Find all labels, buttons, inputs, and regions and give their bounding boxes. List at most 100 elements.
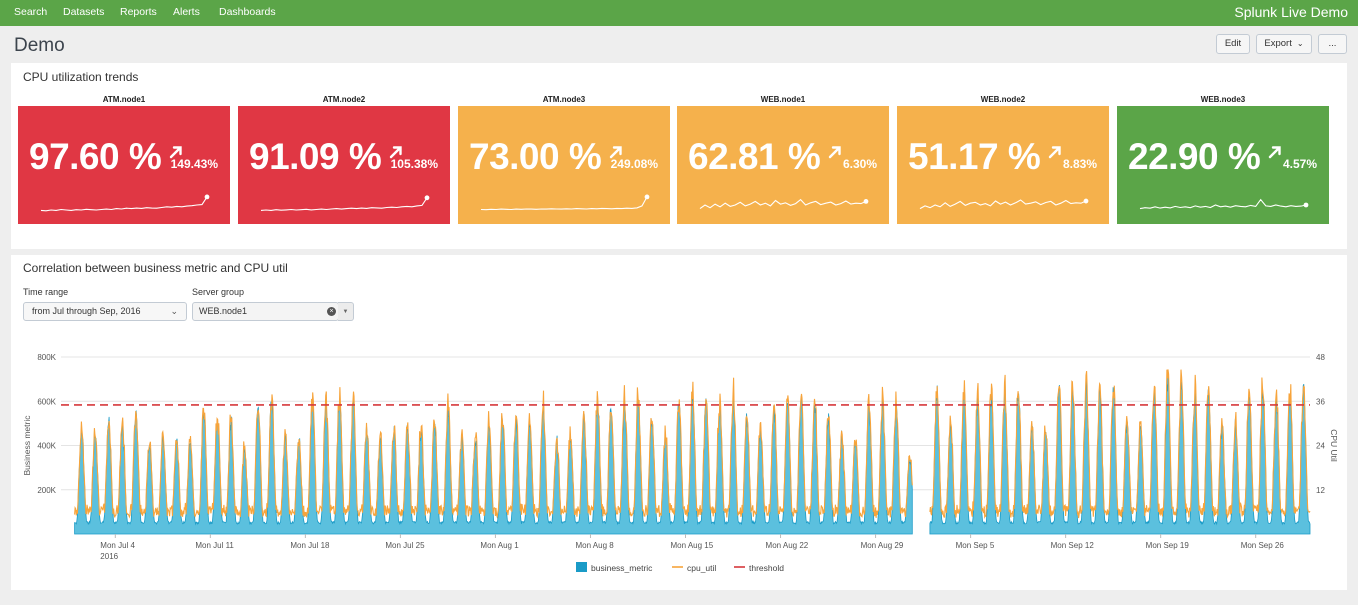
sparkline-line [919,199,1087,210]
top-nav-bar: Search Datasets Reports Alerts Dashboard… [0,0,1358,26]
single-value-tile[interactable]: 22.90 % 4.57% [1117,106,1329,224]
tile-value: 97.60 % [29,136,162,177]
single-value-tile[interactable]: 62.81 % 6.30% [677,106,889,224]
nav-alerts[interactable]: Alerts [173,6,200,18]
time-range-label: Time range [23,287,69,297]
y-tick-label: 800K [37,353,56,362]
sparkline-end-dot [424,195,430,201]
y-tick-label: 200K [37,486,56,495]
x-tick-label: Mon Jul 4 [100,541,135,550]
tile-delta: 105.38% [390,157,438,171]
server-group-value: WEB.node1 [199,306,248,316]
x-tick-label: Mon Aug 29 [861,541,904,550]
tile-delta: 249.08% [610,157,658,171]
sparkline-end-dot [1083,198,1089,204]
chevron-down-icon: ⌄ [170,306,178,316]
single-value-tile[interactable]: 91.09 % 105.38% [238,106,450,224]
x-tick-label: Mon Aug 1 [480,541,519,550]
sparkline-line [480,196,648,211]
more-button[interactable]: ... [1318,34,1347,54]
x-tick-label: Mon Sep 12 [1051,541,1095,550]
x-tick-label: Mon Sep 19 [1146,541,1190,550]
tile-value: 22.90 % [1128,136,1261,177]
tile-label: WEB.node3 [1200,95,1246,104]
legend-label-cpu-util: cpu_util [687,563,716,573]
sparkline [480,194,650,211]
y-tick-label: 600K [37,397,56,406]
tile-delta: 4.57% [1282,157,1317,171]
trend-up-arrow-icon [828,146,841,159]
nav-search[interactable]: Search [14,6,48,18]
tile-value: 51.17 % [908,136,1041,177]
y2-tick-label: 24 [1316,442,1325,451]
server-group-label: Server group [192,287,245,297]
x-tick-label: Mon Aug 22 [766,541,809,550]
correlation-chart: 200K 400K 600K 800K 12 24 36 48 Business metric C… [22,353,1339,573]
sparkline-end-dot [644,194,650,200]
trends-panel-title: CPU utilization trends [23,70,139,84]
y-tick-label: 400K [37,442,56,451]
x-tick-label: Mon Aug 15 [671,541,714,550]
cpu-util-line [74,377,913,519]
sparkline-end-dot [204,194,210,200]
x-tick-label: Mon Sep 5 [956,541,995,550]
export-label: Export [1264,38,1292,49]
tile-label: WEB.node1 [760,95,806,104]
sparkline-line [40,196,208,212]
y-axis-title: Business metric [22,415,32,476]
clear-icon[interactable]: × [327,307,336,316]
y2-tick-label: 12 [1316,486,1325,495]
app-brand: Splunk Live Demo [1234,4,1348,20]
nav-dashboards[interactable]: Dashboards [219,6,276,18]
legend-swatch-business-metric [576,562,587,572]
legend-label-threshold: threshold [749,563,784,573]
time-range-dropdown[interactable]: from Jul through Sep, 2016 ⌄ [23,302,187,321]
sparkline-line [1139,198,1307,210]
tile-value: 62.81 % [688,136,821,177]
x-tick-year-label: 2016 [100,552,118,561]
single-value-tile[interactable]: 97.60 % 149.43% [18,106,230,224]
sparkline [1139,198,1309,210]
time-range-value: from Jul through Sep, 2016 [32,306,141,316]
tile-delta: 6.30% [842,157,877,171]
trend-up-arrow-icon [609,146,622,159]
single-value-tile[interactable]: 51.17 % 8.83% [897,106,1109,224]
single-value-tile[interactable]: 73.00 % 249.08% [458,106,670,224]
x-tick-label: Mon Jul 25 [385,541,425,550]
sparkline-line [260,197,428,211]
tile-delta: 8.83% [1062,157,1097,171]
cpu-util-line [929,369,1311,520]
caret-down-icon[interactable]: ▼ [338,302,354,321]
tile-label: ATM.node3 [542,95,586,104]
y2-tick-label: 48 [1316,353,1325,362]
sparkline-end-dot [1303,202,1309,208]
trend-up-arrow-icon [169,146,182,159]
edit-button[interactable]: Edit [1216,34,1250,54]
sparkline [919,198,1089,210]
x-tick-label: Mon Sep 26 [1241,541,1285,550]
trend-up-arrow-icon [389,146,402,159]
export-button[interactable]: Export ⌄ [1256,34,1312,54]
trend-up-arrow-icon [1268,146,1281,159]
sparkline [699,198,869,210]
nav-datasets[interactable]: Datasets [63,6,105,18]
chevron-down-icon: ⌄ [1296,39,1304,48]
sparkline-end-dot [863,199,869,204]
tile-delta: 149.43% [170,157,218,171]
server-group-select[interactable]: WEB.node1 × [192,302,339,321]
tile-value: 73.00 % [469,136,602,177]
tile-label: WEB.node2 [980,95,1026,104]
sparkline [40,194,210,212]
legend-label-business-metric: business_metric [591,563,653,573]
x-tick-label: Mon Aug 8 [575,541,614,550]
correlation-panel-title: Correlation between business metric and … [23,261,288,275]
y2-axis-title: CPU Util [1329,429,1339,462]
tile-label: ATM.node1 [102,95,146,104]
page-title: Demo [14,35,65,56]
tile-label: ATM.node2 [322,95,366,104]
sparkline-line [699,198,867,210]
nav-reports[interactable]: Reports [120,6,157,18]
x-tick-label: Mon Jul 11 [195,541,234,550]
trend-up-arrow-icon [1048,146,1061,159]
sparkline [260,195,430,211]
